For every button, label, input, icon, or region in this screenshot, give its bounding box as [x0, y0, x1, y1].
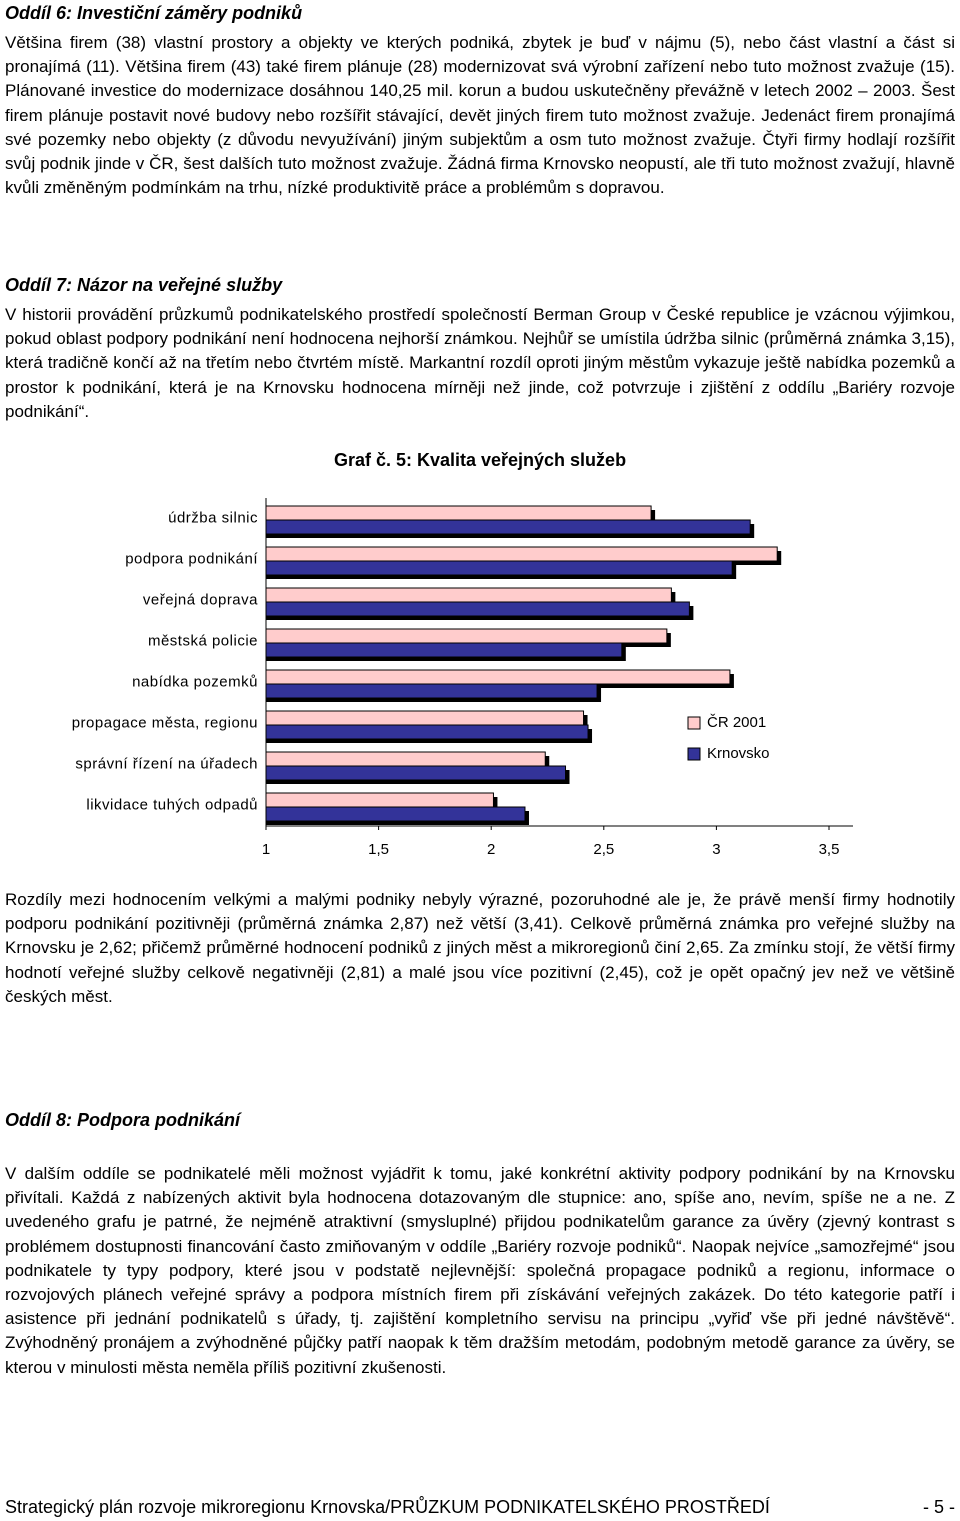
page-number: - 5 -: [922, 1497, 955, 1517]
bar: [265, 669, 731, 685]
x-tick-label: 1,5: [368, 841, 389, 858]
paragraph: V dalším oddíle se podnikatelé měli možn…: [5, 1164, 955, 1377]
chart: údržba silnic podpora podnikání veřejná do…: [72, 498, 853, 858]
bar: [265, 751, 546, 767]
paragraph: Většina firem (38) vlastní prostory a ob…: [5, 33, 955, 198]
x-tick-label: 3,5: [819, 841, 840, 858]
section-heading: Oddíl 8: Podpora podnikání: [5, 1110, 241, 1130]
y-tick-label: likvidace tuhých odpadů: [86, 796, 258, 813]
bar: [265, 806, 526, 822]
paragraph: Rozdíly mezi hodnocením velkými a malými…: [5, 890, 955, 1006]
section-heading: Oddíl 7: Názor na veřejné služby: [5, 275, 283, 295]
bar: [265, 587, 672, 603]
x-tick-label: 2,5: [593, 841, 614, 858]
y-tick-label: správní řízení na úřadech: [75, 755, 258, 772]
y-tick-label: městská policie: [148, 632, 258, 649]
legend-swatch: [687, 747, 701, 761]
legend-label: Krnovsko: [707, 745, 770, 762]
bar: [265, 546, 778, 562]
section-heading: Oddíl 6: Investiční záměry podniků: [5, 3, 303, 23]
legend-label: ČR 2001: [707, 714, 766, 731]
legend-swatch: [687, 716, 701, 730]
y-tick-label: údržba silnic: [168, 509, 258, 526]
paragraph: V historii provádění průzkumů podnikatel…: [5, 305, 955, 421]
bar: [265, 628, 668, 644]
x-tick-label: 2: [487, 841, 495, 858]
bar: [265, 683, 598, 699]
bar: [265, 505, 652, 521]
bar: [265, 519, 751, 535]
y-tick-label: nabídka pozemků: [132, 673, 258, 690]
chart-title: Graf č. 5: Kvalita veřejných služeb: [333, 450, 627, 470]
y-tick-label: propagace města, regionu: [72, 714, 258, 731]
bar: [265, 601, 690, 617]
x-tick-label: 3: [712, 841, 720, 858]
bar: [265, 642, 623, 658]
bar: [265, 710, 585, 726]
y-tick-label: veřejná doprava: [143, 591, 258, 608]
bar: [265, 560, 733, 576]
bar: [265, 765, 567, 781]
bar: [265, 792, 494, 808]
x-tick-label: 1: [262, 841, 270, 858]
bar: [265, 724, 589, 740]
y-tick-label: podpora podnikání: [125, 550, 258, 567]
footer-text: Strategický plán rozvoje mikroregionu Kr…: [5, 1497, 770, 1517]
